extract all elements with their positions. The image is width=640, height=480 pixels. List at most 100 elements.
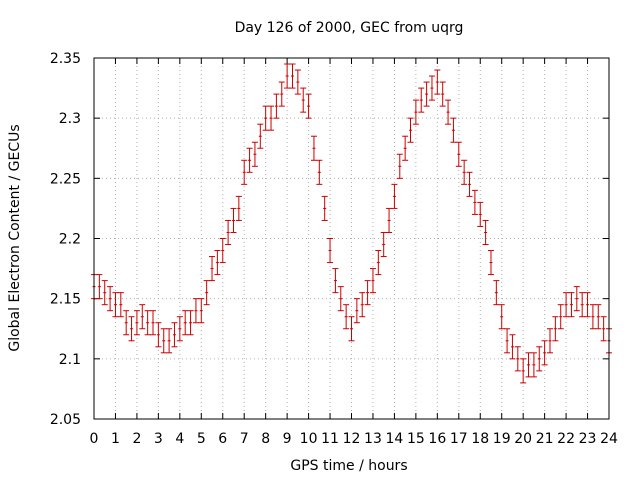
x-tick-label: 11 xyxy=(321,431,339,447)
x-tick-label: 6 xyxy=(218,431,227,447)
data-point xyxy=(557,304,564,330)
data-point xyxy=(343,304,350,330)
data-point xyxy=(166,328,173,354)
data-point xyxy=(461,159,468,185)
data-point xyxy=(257,123,264,149)
grid-lines xyxy=(94,58,609,419)
data-point xyxy=(235,195,242,221)
data-point xyxy=(584,292,591,318)
data-point xyxy=(133,310,140,336)
y-tick-label: 2.35 xyxy=(50,51,81,67)
x-axis-label: GPS time / hours xyxy=(290,458,407,474)
data-point xyxy=(289,63,296,89)
data-point xyxy=(407,117,414,143)
data-point xyxy=(144,310,151,336)
data-point xyxy=(455,141,462,167)
data-point xyxy=(530,352,537,378)
tick-labels: 0 1 2 3 4 5 6 7 8 9 10 11 12 13 14 15 16 17 18 19 20 21 22 23 24… xyxy=(50,51,618,447)
data-point xyxy=(155,322,162,348)
data-point xyxy=(514,346,521,372)
y-tick-label: 2.05 xyxy=(50,412,81,428)
x-tick-label: 22 xyxy=(557,431,575,447)
data-point xyxy=(364,280,371,306)
data-point xyxy=(546,328,553,354)
data-point xyxy=(101,280,108,306)
chart-title: Day 126 of 2000, GEC from uqrg xyxy=(235,20,464,36)
data-point xyxy=(482,219,489,246)
x-tick-label: 21 xyxy=(536,431,554,447)
data-point xyxy=(284,63,291,89)
x-tick-label: 10 xyxy=(300,431,318,447)
x-tick-label: 17 xyxy=(450,431,468,447)
data-point xyxy=(412,99,419,125)
data-point xyxy=(112,292,119,318)
data-point xyxy=(273,93,280,119)
data-point xyxy=(321,195,328,221)
data-point xyxy=(171,322,178,348)
data-point xyxy=(96,274,103,300)
y-tick-label: 2.2 xyxy=(59,232,81,248)
data-point xyxy=(434,69,441,95)
data-point xyxy=(305,93,312,119)
x-tick-label: 2 xyxy=(132,431,141,447)
data-point xyxy=(541,340,548,366)
data-point xyxy=(391,183,398,209)
x-tick-label: 4 xyxy=(175,431,184,447)
data-point xyxy=(214,250,221,276)
x-tick-label: 19 xyxy=(493,431,511,447)
data-point xyxy=(380,231,387,258)
data-point xyxy=(525,352,532,378)
data-point xyxy=(600,316,607,342)
data-point xyxy=(209,256,216,282)
data-point xyxy=(487,250,494,276)
data-point xyxy=(316,159,323,185)
data-point xyxy=(552,316,559,342)
data-point xyxy=(439,81,446,107)
data-point xyxy=(278,81,285,107)
y-tick-label: 2.3 xyxy=(59,111,81,127)
data-point xyxy=(294,69,301,95)
data-point xyxy=(187,310,194,336)
data-point xyxy=(504,328,511,354)
x-tick-label: 18 xyxy=(471,431,489,447)
data-point xyxy=(595,304,602,330)
data-point xyxy=(262,105,269,131)
data-point xyxy=(230,207,237,233)
data-point xyxy=(573,286,580,312)
x-tick-label: 5 xyxy=(197,431,206,447)
data-point xyxy=(203,280,210,306)
x-tick-label: 20 xyxy=(514,431,532,447)
data-point xyxy=(117,292,124,318)
data-point xyxy=(348,316,355,342)
data-point xyxy=(386,207,393,233)
x-tick-label: 3 xyxy=(154,431,163,447)
data-point xyxy=(418,87,425,113)
data-point xyxy=(251,141,258,167)
data-point xyxy=(509,334,516,360)
data-point xyxy=(128,316,135,342)
data-point xyxy=(337,286,344,312)
x-tick-label: 24 xyxy=(600,431,618,447)
data-point xyxy=(493,280,500,306)
data-point xyxy=(466,171,473,197)
data-point xyxy=(327,238,334,264)
data-point xyxy=(332,268,339,294)
data-point xyxy=(176,316,183,342)
data-point xyxy=(369,268,376,294)
data-point xyxy=(192,298,199,324)
x-tick-label: 7 xyxy=(240,431,249,447)
data-point xyxy=(423,81,430,107)
y-tick-label: 2.25 xyxy=(50,171,81,187)
data-point xyxy=(359,292,366,318)
data-point xyxy=(445,99,452,125)
data-point xyxy=(375,250,382,276)
data-point xyxy=(520,358,527,384)
x-tick-label: 8 xyxy=(261,431,270,447)
data-point xyxy=(246,147,253,173)
data-point xyxy=(300,87,307,113)
data-point xyxy=(402,135,409,161)
data-point xyxy=(225,219,232,246)
data-point xyxy=(310,135,317,161)
data-point xyxy=(182,310,189,336)
